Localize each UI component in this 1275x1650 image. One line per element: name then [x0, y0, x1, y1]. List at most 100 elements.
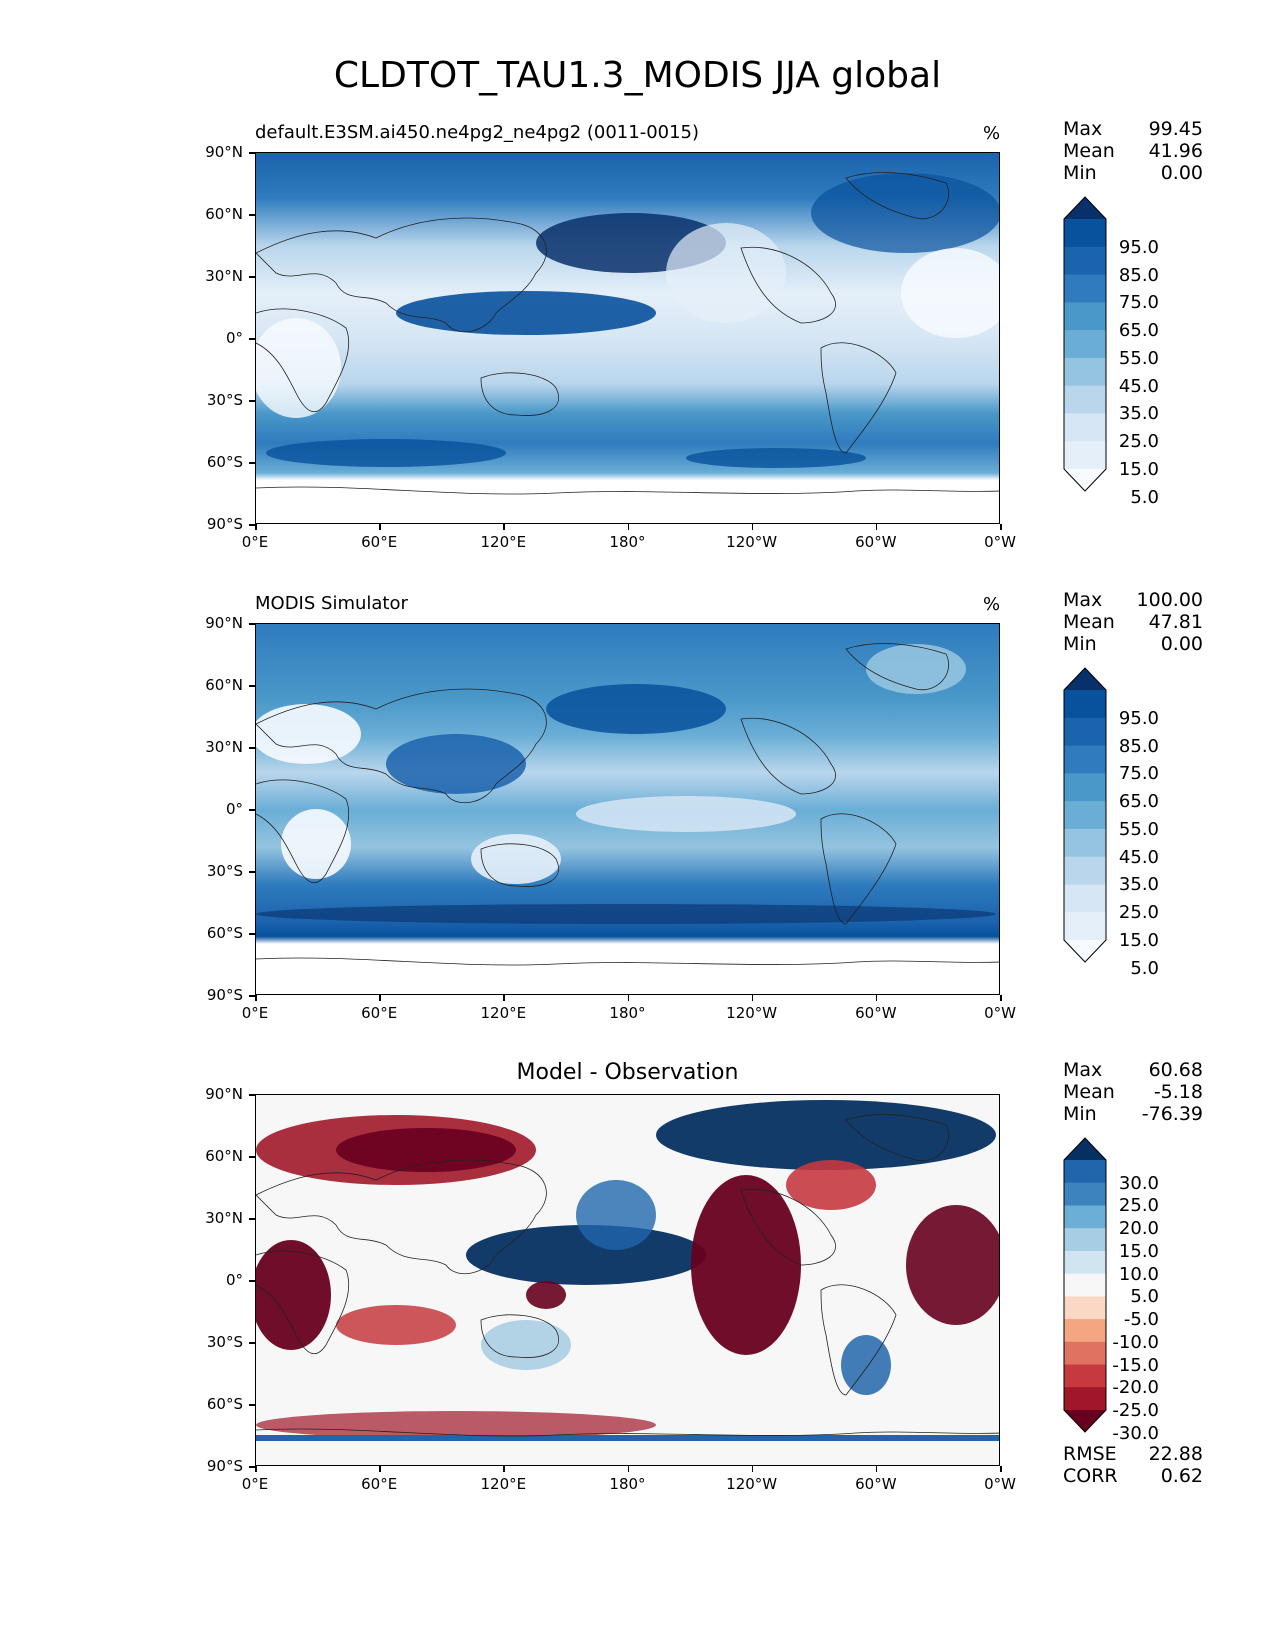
- y-tick-mark: [249, 685, 255, 687]
- y-tick-mark: [249, 1156, 255, 1158]
- x-tick-mark: [503, 995, 505, 1001]
- stat-min-value: 0.00: [1160, 162, 1203, 184]
- colorbar-segment: [1064, 1250, 1106, 1275]
- stat-mean-label: Mean: [1063, 611, 1115, 633]
- colorbar: [1063, 196, 1107, 492]
- y-tick-mark: [249, 214, 255, 216]
- y-tick-label: 90°N: [205, 143, 243, 161]
- colorbar-tick-label: 55.0: [1118, 347, 1159, 369]
- stat-min-value: 0.00: [1160, 633, 1203, 655]
- x-tick-label: 0°E: [241, 1475, 269, 1493]
- y-tick-mark: [249, 524, 255, 526]
- x-tick-label: 60°E: [361, 1004, 398, 1022]
- colorbar-segment: [1064, 1160, 1106, 1184]
- panel1-title: default.E3SM.ai450.ne4pg2_ne4pg2 (0011-0…: [255, 122, 700, 143]
- stat-mean-value: -5.18: [1153, 1081, 1203, 1103]
- x-tick-mark: [379, 995, 381, 1001]
- x-tick-label: 120°E: [480, 1004, 527, 1022]
- colorbar-tick-label: 45.0: [1118, 846, 1159, 868]
- panel3-rmse-corr: RMSE 22.88 CORR 0.62: [1063, 1443, 1203, 1487]
- panel2-units: %: [983, 594, 1001, 615]
- panel2-stats: Max 100.00 Mean 47.81 Min 0.00: [1063, 589, 1203, 655]
- colorbar-segment: [1064, 690, 1106, 719]
- colorbar-outline: [1063, 1137, 1107, 1433]
- panel3-map-svg: [256, 1095, 999, 1465]
- x-tick-label: 120°W: [726, 1004, 778, 1022]
- colorbar-segment: [1064, 302, 1106, 331]
- x-tick-label: 60°W: [855, 1004, 897, 1022]
- x-tick-label: 60°E: [361, 1475, 398, 1493]
- x-tick-mark: [627, 1466, 629, 1472]
- x-tick-label: 60°E: [361, 533, 398, 551]
- x-tick-label: 180°: [609, 1475, 646, 1493]
- panel2-title: MODIS Simulator: [255, 593, 408, 614]
- y-tick-label: 30°S: [206, 862, 243, 880]
- x-tick-mark: [379, 524, 381, 530]
- y-tick-mark: [249, 809, 255, 811]
- colorbar-extend-bottom: [1064, 1410, 1106, 1432]
- colorbar-segment: [1064, 274, 1106, 303]
- y-tick-mark: [249, 747, 255, 749]
- colorbar-segment: [1064, 1387, 1106, 1411]
- y-tick-mark: [249, 995, 255, 997]
- panel1-stats: Max 99.45 Mean 41.96 Min 0.00: [1063, 118, 1203, 184]
- stat-max-label: Max: [1063, 118, 1103, 140]
- colorbar-tick-label: 95.0: [1118, 707, 1159, 729]
- panel1-map-svg: [256, 153, 999, 523]
- colorbar-segment: [1064, 912, 1106, 941]
- corr-value: 0.62: [1160, 1465, 1203, 1487]
- colorbar-segment: [1064, 1228, 1106, 1252]
- colorbar-tick-label: 35.0: [1118, 403, 1159, 425]
- colorbar-extend-top: [1064, 668, 1106, 690]
- colorbar-tick-label: -30.0: [1112, 1422, 1159, 1444]
- colorbar-tick-label: 75.0: [1118, 292, 1159, 314]
- colorbar-outline: [1063, 196, 1107, 492]
- y-tick-label: 30°N: [205, 267, 243, 285]
- x-tick-mark: [627, 995, 629, 1001]
- colorbar-tick-label: 25.0: [1118, 1195, 1159, 1217]
- y-tick-label: 0°: [225, 1271, 243, 1289]
- y-tick-mark: [249, 623, 255, 625]
- colorbar-tick-label: -25.0: [1112, 1400, 1159, 1421]
- rmse-label: RMSE: [1063, 1443, 1117, 1465]
- colorbar-extend-top: [1064, 1138, 1106, 1160]
- x-tick-mark: [751, 1466, 754, 1472]
- y-tick-label: 60°N: [205, 1147, 243, 1165]
- x-tick-mark: [875, 524, 878, 530]
- colorbar-tick-label: 15.0: [1118, 1240, 1159, 1262]
- stat-max-label: Max: [1063, 1059, 1103, 1081]
- y-tick-label: 60°S: [206, 1395, 243, 1413]
- y-tick-mark: [249, 400, 255, 402]
- colorbar-segment: [1064, 1296, 1106, 1320]
- panel1-units: %: [983, 123, 1001, 144]
- stat-min-label: Min: [1063, 1103, 1097, 1125]
- y-tick-mark: [249, 462, 255, 464]
- x-tick-mark: [255, 1466, 257, 1472]
- x-tick-label: 120°W: [726, 533, 778, 551]
- stat-mean-value: 47.81: [1148, 611, 1203, 633]
- x-tick-label: 120°W: [726, 1475, 778, 1493]
- stat-max-value: 60.68: [1148, 1059, 1203, 1081]
- y-tick-label: 90°N: [205, 614, 243, 632]
- y-tick-label: 60°S: [206, 453, 243, 471]
- colorbar-tick-label: 15.0: [1118, 459, 1159, 480]
- x-tick-mark: [1000, 1466, 1002, 1472]
- x-tick-label: 120°E: [480, 533, 527, 551]
- panel3-stats: Max 60.68 Mean -5.18 Min -76.39: [1063, 1059, 1203, 1125]
- colorbar: [1063, 1137, 1107, 1433]
- colorbar-segment: [1064, 1273, 1106, 1297]
- panel2-map-svg: [256, 624, 999, 994]
- x-tick-label: 180°: [609, 1004, 646, 1022]
- colorbar-outline: [1063, 667, 1107, 963]
- colorbar-segment: [1064, 1205, 1106, 1229]
- x-tick-mark: [379, 1466, 381, 1472]
- y-tick-mark: [249, 338, 255, 340]
- colorbar-segment: [1064, 1364, 1106, 1388]
- y-tick-label: 90°N: [205, 1085, 243, 1103]
- x-tick-mark: [627, 524, 629, 530]
- colorbar-segment: [1064, 1182, 1106, 1206]
- colorbar-segment: [1064, 884, 1106, 913]
- panel1-map: [255, 152, 1000, 524]
- y-tick-label: 0°: [225, 329, 243, 347]
- colorbar-segment: [1064, 717, 1106, 747]
